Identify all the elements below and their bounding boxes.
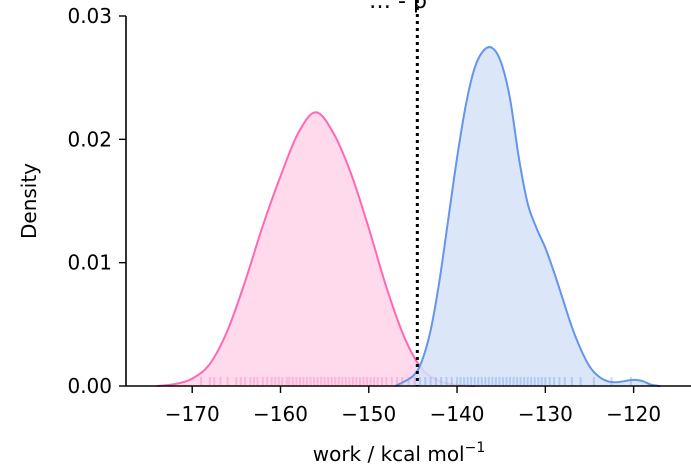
rug-marks [200,377,632,385]
x-tick-label: −170 [165,402,220,426]
series-1-line [394,46,661,387]
axes [125,16,691,387]
y-tick-label: 0.01 [67,251,112,275]
y-tick-label: 0.00 [67,374,112,398]
plot-area [156,46,661,387]
series-1-area [395,47,661,387]
y-tick-label: 0.03 [67,4,112,28]
x-axis-label-text: work / kcal mol [313,442,465,466]
x-ticks: −170 −160 −150 −140 −130 −120 [165,386,661,426]
y-ticks: 0.00 0.01 0.02 0.03 [67,4,126,398]
x-tick-label: −140 [430,402,485,426]
y-tick-label: 0.02 [67,127,112,151]
x-tick-label: −160 [253,402,308,426]
x-axis-label-superscript: −1 [465,440,486,456]
series-0-area [156,112,475,386]
y-axis-label: Density [17,163,41,239]
x-axis-label: work / kcal mol−1 [313,440,486,466]
x-tick-label: −130 [518,402,573,426]
chart-title: … - p [369,0,427,14]
x-tick-label: −120 [606,402,661,426]
x-tick-label: −150 [341,402,396,426]
